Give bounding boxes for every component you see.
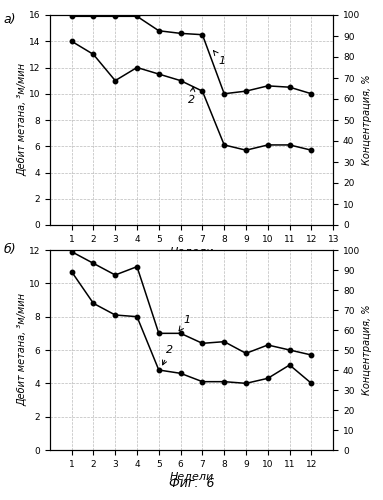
- Text: Фиг.  6: Фиг. 6: [169, 477, 214, 490]
- Text: а): а): [4, 12, 16, 26]
- Text: 1: 1: [179, 315, 191, 331]
- Y-axis label: Концентрация, %: Концентрация, %: [362, 304, 372, 395]
- Text: 2: 2: [162, 345, 173, 365]
- Y-axis label: Концентрация, %: Концентрация, %: [362, 74, 372, 165]
- Text: б): б): [4, 242, 16, 256]
- X-axis label: Недели: Недели: [169, 472, 214, 482]
- Text: 2: 2: [188, 87, 195, 106]
- X-axis label: Недели: Недели: [169, 246, 214, 256]
- Y-axis label: Дебит метана, ³м/мин: Дебит метана, ³м/мин: [17, 64, 27, 176]
- Y-axis label: Дебит метана, ³м/мин: Дебит метана, ³м/мин: [17, 294, 27, 406]
- Text: 1: 1: [214, 50, 226, 66]
